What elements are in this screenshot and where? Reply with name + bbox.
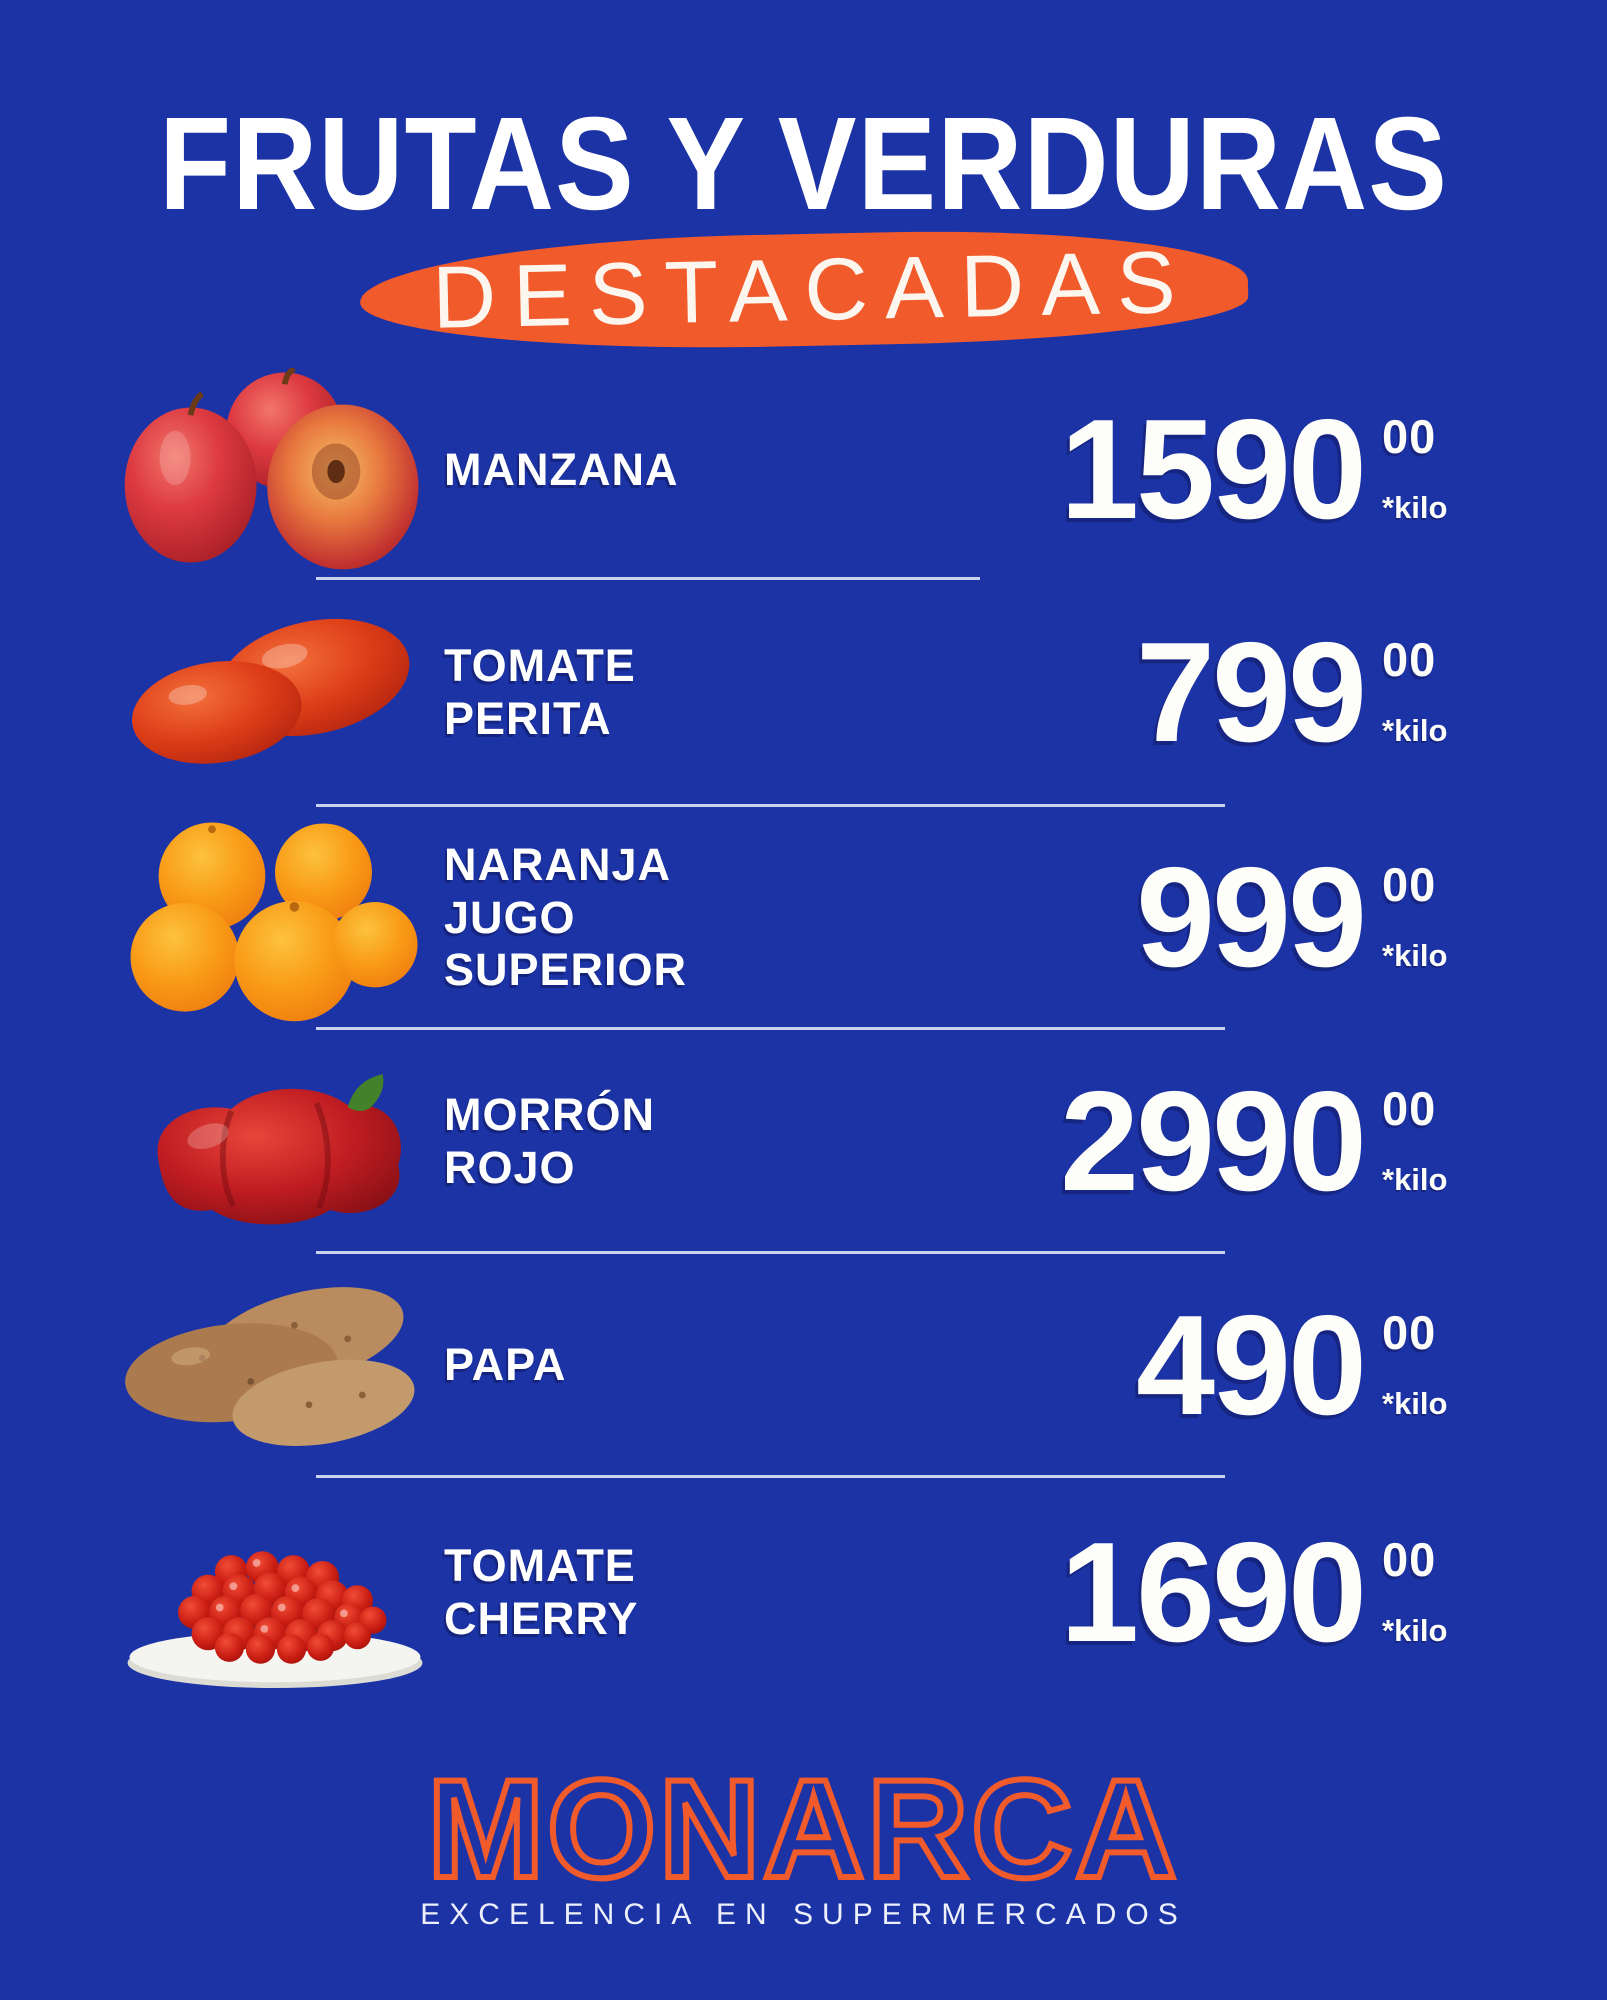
price-amount: 1590 (1060, 390, 1367, 549)
price-amount: 999 (1136, 838, 1367, 997)
price-amount: 490 (1136, 1285, 1367, 1445)
row-divider (316, 577, 980, 580)
page-title: FRUTAS Y VERDURAS (159, 90, 1448, 239)
product-name: TOMATE PERITA (444, 639, 636, 744)
product-row-manzana: MANZANA 1590 00 *kilo (110, 365, 1460, 575)
perita-tomatoes-icon (132, 618, 410, 764)
product-row-papa: PAPA 490 00 *kilo (110, 1258, 1460, 1473)
row-divider (316, 1027, 1225, 1030)
apples-icon (124, 367, 419, 569)
price-cents: 00 (1382, 858, 1437, 911)
product-price: 999 00 *kilo (1136, 847, 1460, 989)
price-cents: 00 (1382, 1305, 1437, 1359)
monarca-logo: MONARCA (424, 1747, 1180, 1910)
row-divider (316, 1475, 1225, 1478)
product-name: MANZANA (444, 443, 679, 495)
perita-tomatoes-image (110, 615, 440, 770)
price-unit: *kilo (1382, 490, 1448, 525)
price-unit: *kilo (1382, 1161, 1448, 1197)
price-amount: 1690 (1060, 1512, 1367, 1672)
price-unit: *kilo (1382, 1612, 1448, 1648)
price-unit: *kilo (1382, 712, 1448, 748)
product-price: 1690 00 *kilo (1060, 1512, 1460, 1672)
red-bell-pepper-icon (157, 1074, 401, 1225)
product-row-naranja: NARANJA JUGO SUPERIOR 999 00 *kilo (110, 812, 1460, 1024)
badge-label: DESTACADAS (431, 231, 1193, 347)
product-row-tomate-cherry: TOMATE CHERRY 1690 00 *kilo (110, 1480, 1460, 1705)
cherry-tomatoes-plate-icon (127, 1550, 423, 1688)
product-name: PAPA (444, 1339, 567, 1391)
potatoes-icon (125, 1287, 415, 1447)
price-cents: 00 (1382, 632, 1437, 686)
price-amount: 2990 (1060, 1061, 1367, 1221)
oranges-image (110, 813, 440, 1023)
potatoes-image (110, 1278, 440, 1453)
destacadas-badge: DESTACADAS (358, 224, 1249, 356)
price-unit: *kilo (1382, 1385, 1448, 1421)
product-row-tomate-perita: TOMATE PERITA 799 00 *kilo (110, 585, 1460, 800)
oranges-icon (130, 822, 418, 1022)
product-price: 799 00 *kilo (1136, 612, 1460, 772)
row-divider (316, 804, 1225, 807)
product-name: NARANJA JUGO SUPERIOR (444, 839, 688, 996)
product-price: 1590 00 *kilo (1060, 399, 1460, 541)
product-price: 2990 00 *kilo (1060, 1061, 1460, 1221)
product-price: 490 00 *kilo (1136, 1285, 1460, 1445)
cherry-tomatoes-image (110, 1493, 440, 1693)
price-cents: 00 (1382, 410, 1437, 463)
product-row-morron-rojo: MORRÓN ROJO 2990 00 *kilo (110, 1035, 1460, 1248)
footer-tagline: EXCELENCIA EN SUPERMERCADOS (420, 1898, 1187, 1931)
red-bell-pepper-image (110, 1044, 440, 1239)
price-unit: *kilo (1382, 938, 1448, 973)
row-divider (316, 1251, 1225, 1254)
price-amount: 799 (1136, 612, 1367, 772)
price-cents: 00 (1382, 1532, 1437, 1586)
apples-image (110, 367, 440, 573)
product-name: MORRÓN ROJO (444, 1088, 655, 1193)
price-cents: 00 (1382, 1081, 1437, 1135)
product-name: TOMATE CHERRY (444, 1539, 639, 1644)
